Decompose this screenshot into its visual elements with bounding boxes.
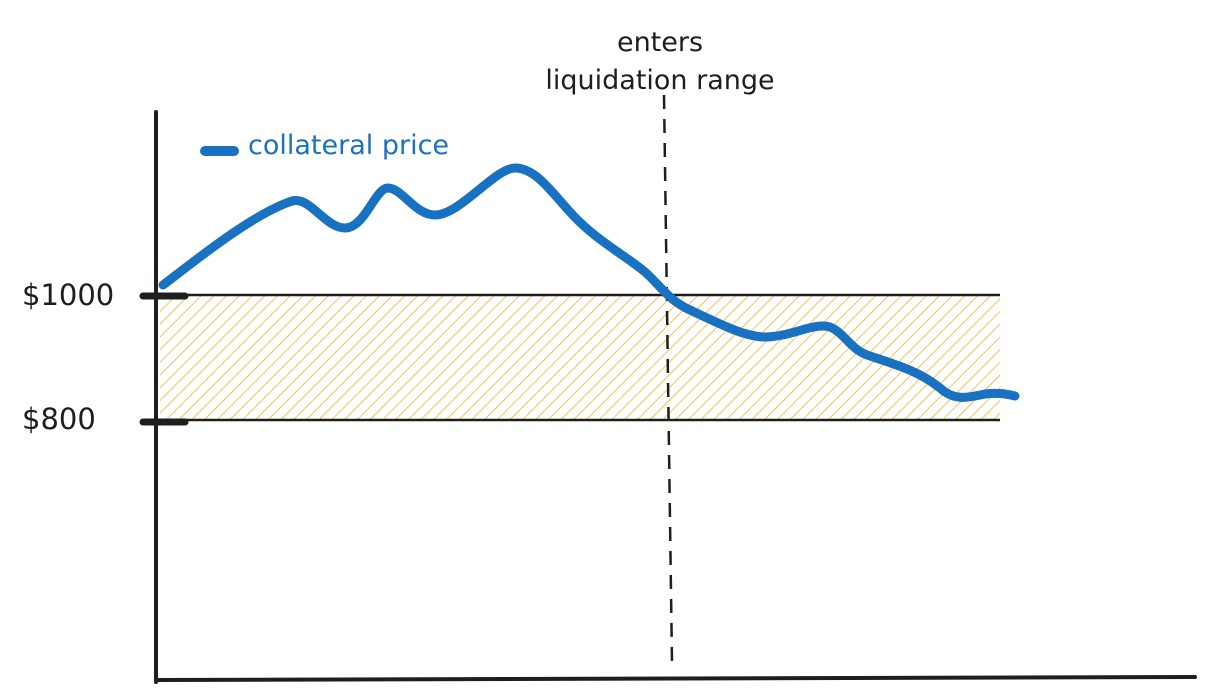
y-label-1000: $1000 bbox=[22, 278, 115, 312]
y-label-800: $800 bbox=[22, 402, 96, 436]
liquidation-range-band bbox=[160, 296, 1000, 420]
x-axis bbox=[154, 675, 1197, 682]
collateral-price-line bbox=[158, 163, 1020, 402]
liquidation-annotation: enters liquidation range bbox=[520, 24, 800, 100]
annotation-line-1: enters bbox=[616, 27, 704, 58]
annotation-line-2: liquidation range bbox=[545, 65, 775, 96]
legend-label: collateral price bbox=[248, 130, 450, 161]
